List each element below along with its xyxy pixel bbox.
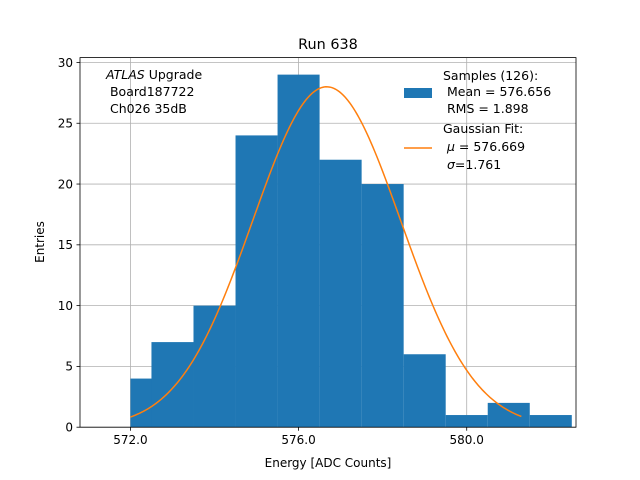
y-axis-label: Entries — [33, 221, 47, 263]
y-tick-label-2: 10 — [58, 299, 73, 313]
legend-fit-mu: μ = 576.669 — [443, 139, 525, 154]
chart-title: Run 638 — [298, 37, 358, 53]
x-tick-label-2: 580.0 — [450, 433, 484, 447]
legend-sigma-value: =1.761 — [455, 157, 501, 172]
histogram-bar-2 — [193, 305, 236, 428]
histogram-bar-8 — [445, 415, 488, 428]
y-axis-ticks: 0 5 10 15 20 25 30 — [58, 56, 80, 435]
legend-samples-rms: RMS = 1.898 — [443, 101, 529, 116]
legend-sigma-symbol: σ — [447, 157, 456, 172]
histogram-bar-7 — [403, 354, 446, 428]
x-tick-label-0: 572.0 — [113, 433, 147, 447]
legend-fit-sigma: σ=1.761 — [443, 157, 501, 172]
x-axis-label: Energy [ADC Counts] — [265, 456, 392, 470]
y-tick-label-3: 15 — [58, 238, 73, 252]
gaussian-fit-curve — [130, 86, 522, 418]
y-tick-label-0: 0 — [65, 421, 73, 435]
x-tick-label-1: 576.0 — [281, 433, 315, 447]
legend-samples-swatch — [404, 88, 432, 98]
legend-mu-symbol: μ — [446, 139, 455, 154]
histogram-bar-3 — [235, 135, 278, 428]
annotation-line-2: Board187722 — [106, 84, 194, 99]
legend-samples-mean: Mean = 576.656 — [443, 84, 551, 99]
annotation-line-3: Ch026 35dB — [106, 101, 187, 116]
y-tick-label-6: 30 — [58, 56, 73, 70]
histogram-bar-5 — [319, 159, 362, 428]
annotation-atlas: ATLAS — [105, 67, 145, 82]
y-tick-label-5: 25 — [58, 117, 73, 131]
legend: Samples (126): Mean = 576.656 RMS = 1.89… — [404, 68, 551, 172]
histogram-bars — [130, 74, 572, 428]
histogram-bar-1 — [151, 342, 194, 428]
histogram-bar-4 — [277, 74, 320, 428]
plot-area-frame — [79, 57, 577, 428]
legend-mu-value: = 576.669 — [455, 139, 525, 154]
annotation-upgrade: Upgrade — [145, 67, 203, 82]
legend-samples-title: Samples (126): — [443, 68, 538, 83]
annotation-line-1: ATLAS Upgrade — [105, 67, 202, 82]
atlas-annotation: ATLAS Upgrade Board187722 Ch026 35dB — [105, 67, 202, 116]
histogram-bar-6 — [361, 184, 404, 428]
x-axis-ticks: 572.0 576.0 580.0 — [113, 427, 484, 447]
legend-fit-title: Gaussian Fit: — [443, 121, 523, 136]
y-tick-label-4: 20 — [58, 177, 73, 191]
histogram-bar-9 — [487, 402, 530, 428]
histogram-bar-10 — [529, 415, 572, 428]
y-tick-label-1: 5 — [65, 360, 73, 374]
